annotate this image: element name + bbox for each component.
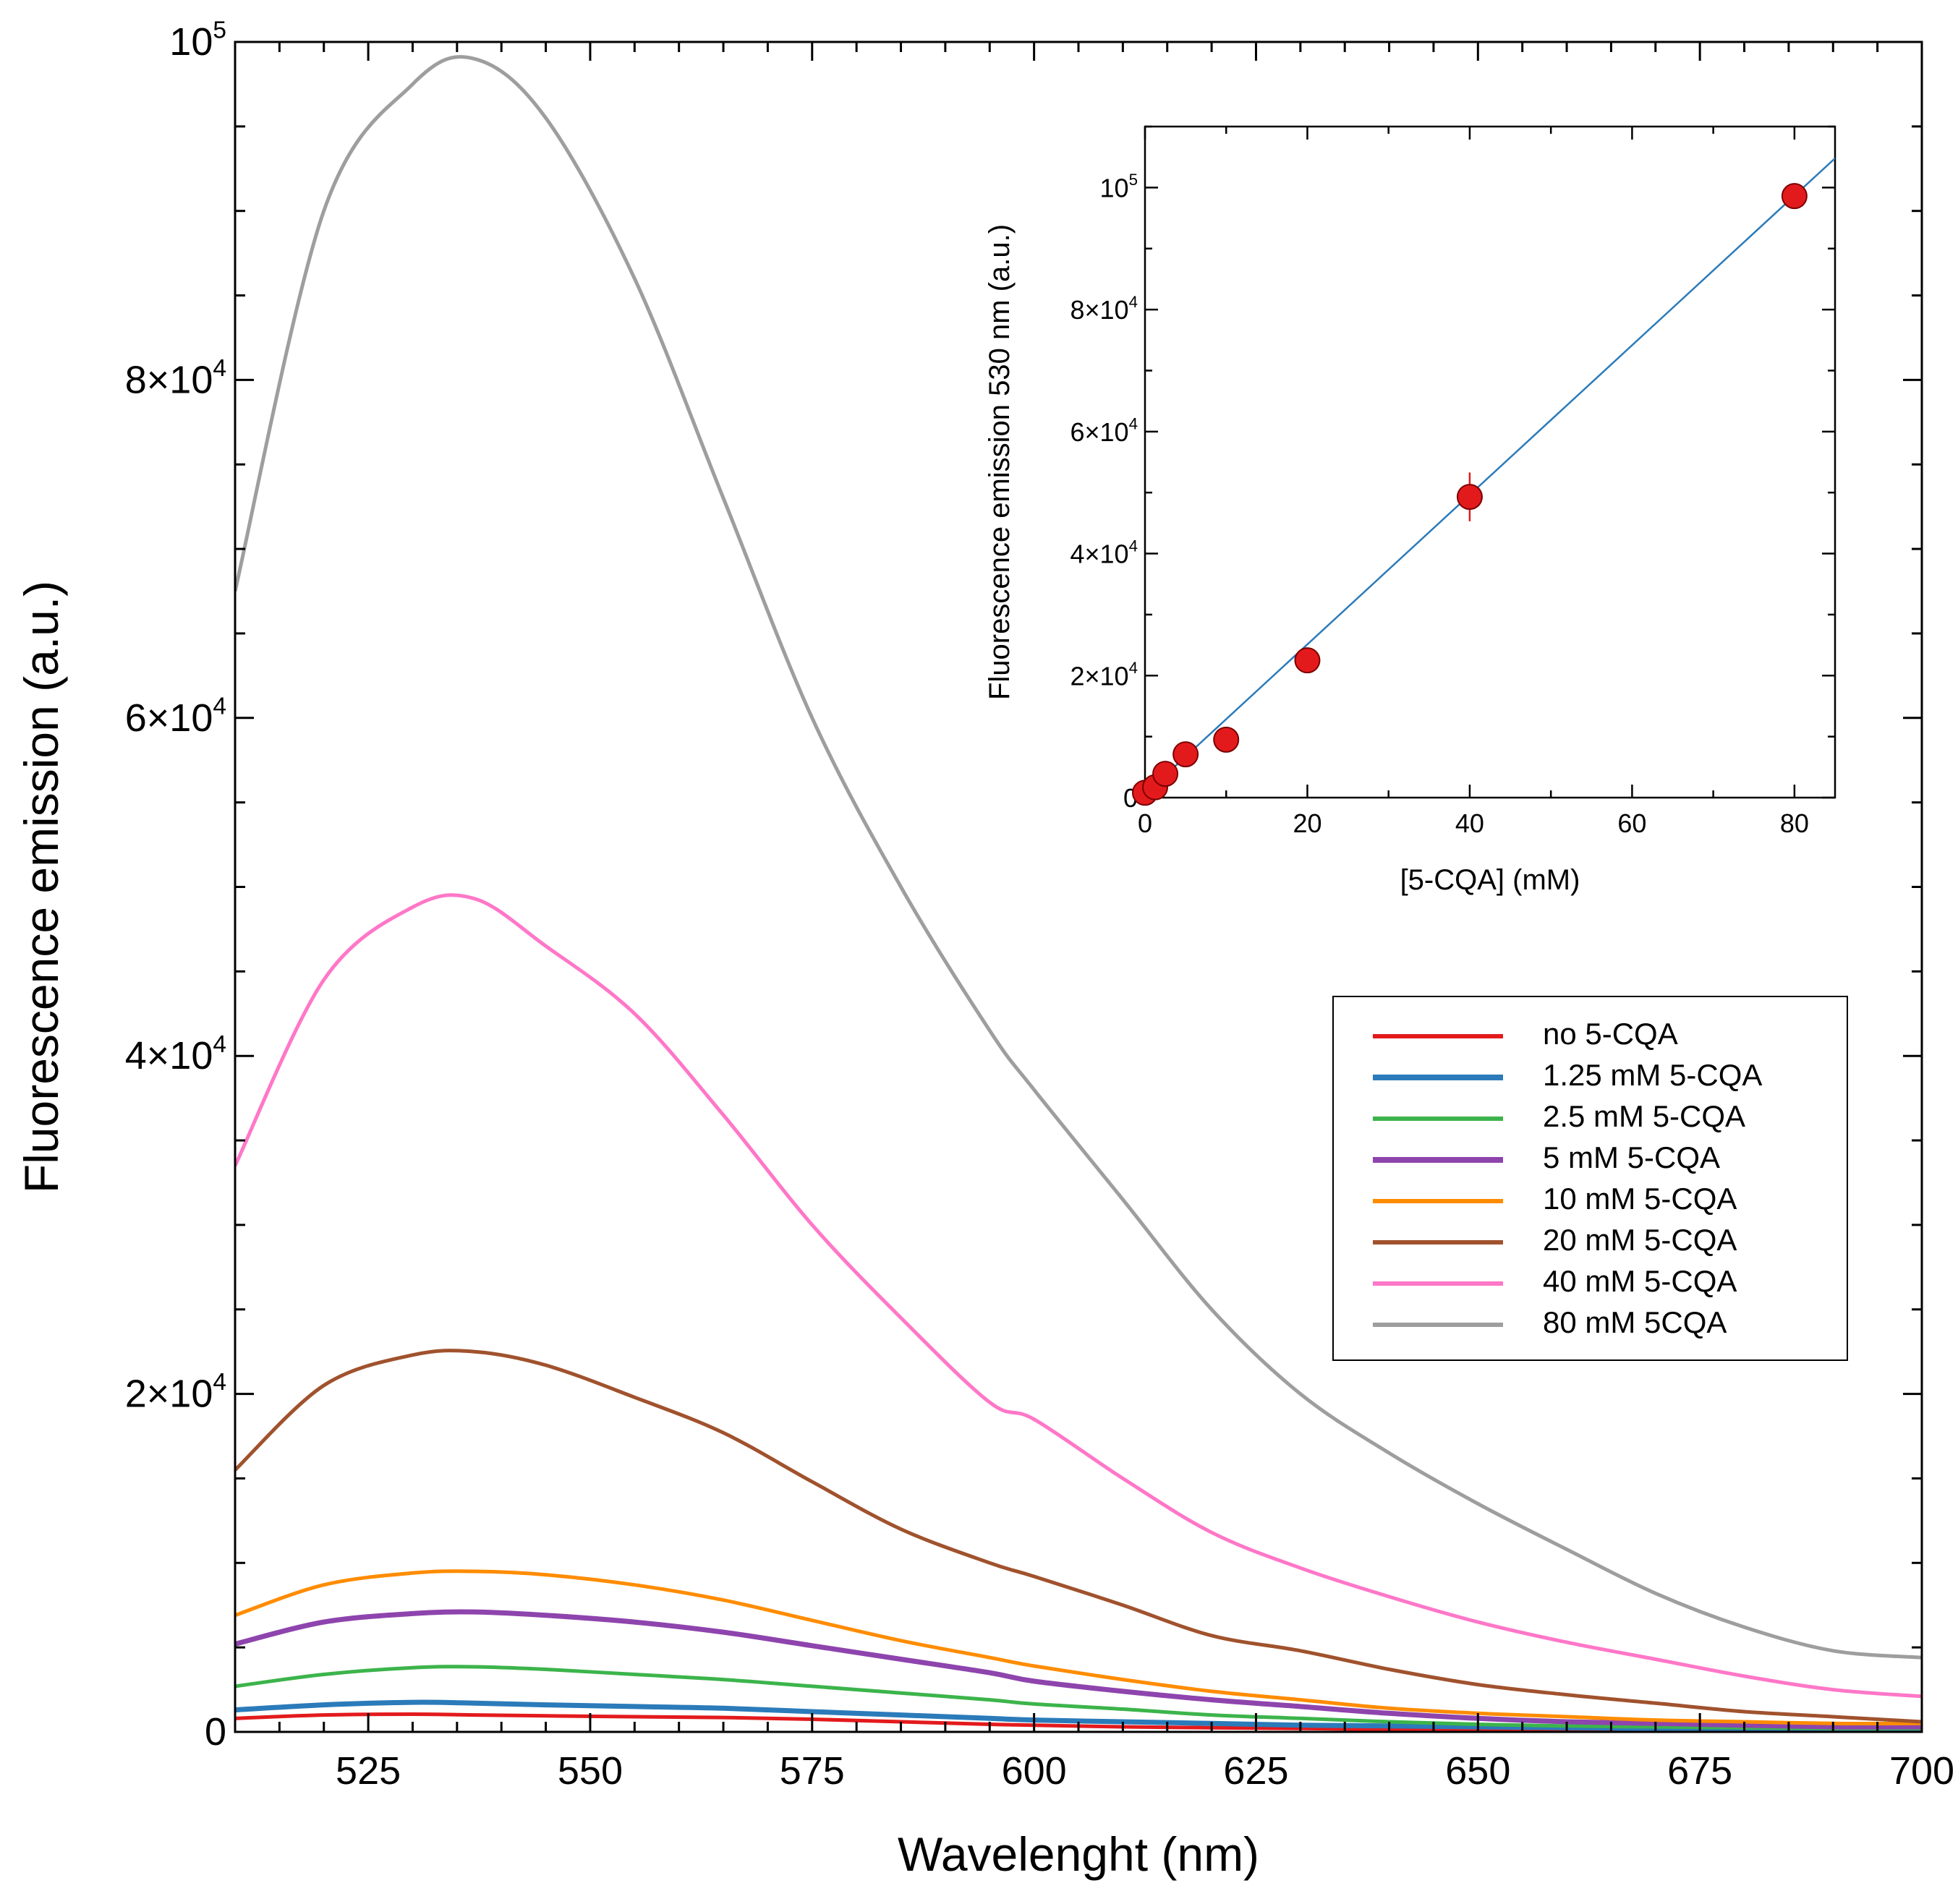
x-tick-label: 525: [336, 1749, 401, 1793]
inset-fit-line: [1145, 157, 1835, 795]
y-tick-label: 8×104: [125, 355, 226, 402]
inset-x-tick-label: 80: [1780, 808, 1809, 838]
main-chart: 525 550 575 600 625 650 675 70002×1044×1046×104…: [14, 17, 1954, 1881]
inset-frame: [1144, 125, 1836, 799]
inset-y-axis-label: Fluorescence emission 530 nm (a.u.): [984, 224, 1016, 700]
inset-point-6: [1294, 647, 1321, 674]
series-line-7: [235, 893, 1922, 1699]
y-tick-label: 0: [205, 1710, 226, 1754]
series-line-3: [235, 1665, 1922, 1730]
inset-x-axis-label: [5-CQA] (mM): [1400, 864, 1580, 896]
inset-y-tick-label: 8×104: [1070, 293, 1138, 325]
x-tick-label: 575: [780, 1749, 845, 1793]
inset-point-3: [1152, 761, 1179, 787]
legend-label-6: 20 mM 5-CQA: [1543, 1223, 1737, 1257]
inset-x-tick-label: 0: [1138, 808, 1152, 838]
x-tick-label: 625: [1223, 1749, 1288, 1793]
legend-label-4: 5 mM 5-CQA: [1543, 1140, 1720, 1174]
inset-point-7: [1456, 484, 1483, 511]
legend-box: [1332, 996, 1848, 1361]
x-tick-label: 675: [1667, 1749, 1732, 1793]
inset-x-tick-label: 20: [1293, 808, 1321, 838]
inset-point-4: [1172, 741, 1199, 768]
inset-y-tick-label: 105: [1100, 171, 1138, 202]
legend-label-7: 40 mM 5-CQA: [1543, 1264, 1737, 1298]
inset-y-tick-label: 6×104: [1070, 414, 1138, 446]
series-line-4: [235, 1609, 1922, 1730]
x-tick-label: 700: [1889, 1749, 1954, 1793]
inset-chart: 0 20 40 60 8002×1044×1046×1048×104105[5-CQA]…: [984, 125, 1836, 896]
y-tick-label: 4×104: [125, 1031, 226, 1078]
x-tick-label: 650: [1445, 1749, 1510, 1793]
series-line-5: [235, 1569, 1922, 1725]
inset-y-tick-label: 4×104: [1070, 537, 1138, 568]
legend-label-5: 10 mM 5-CQA: [1543, 1182, 1737, 1216]
legend: no 5-CQA 1.25 mM 5-CQA 2.5 mM 5-CQA 5 mM 5-…: [1332, 996, 1848, 1361]
inset-x-tick-label: 40: [1455, 808, 1484, 838]
x-tick-label: 600: [1002, 1749, 1067, 1793]
inset-point-5: [1213, 726, 1240, 753]
legend-label-1: no 5-CQA: [1543, 1017, 1678, 1051]
legend-label-3: 2.5 mM 5-CQA: [1543, 1099, 1745, 1133]
series-lines: [235, 55, 1922, 1732]
x-axis-label: Wavelenght (nm): [898, 1827, 1259, 1881]
y-axis-label: Fluorescence emission (a.u.): [14, 581, 68, 1193]
inset-y-tick-label: 2×104: [1070, 659, 1138, 691]
y-tick-label: 105: [169, 17, 226, 64]
x-tick-label: 550: [558, 1749, 623, 1793]
inset-x-tick-label: 60: [1617, 808, 1646, 838]
legend-label-2: 1.25 mM 5-CQA: [1543, 1058, 1762, 1092]
y-tick-label: 2×104: [125, 1369, 226, 1416]
legend-label-8: 80 mM 5CQA: [1543, 1305, 1727, 1339]
series-line-6: [235, 1349, 1922, 1724]
series-line-8: [235, 55, 1922, 1660]
y-tick-label: 6×104: [125, 693, 226, 740]
inset-point-8: [1781, 183, 1808, 210]
